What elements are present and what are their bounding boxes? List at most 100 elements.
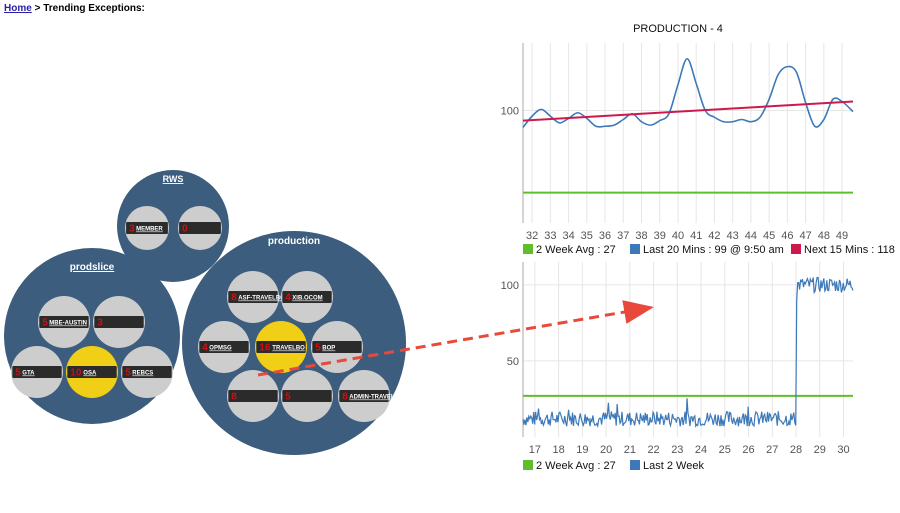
app-name[interactable]: MBE-AUSTIN xyxy=(49,321,87,327)
app-exception-count: 4 xyxy=(285,293,291,304)
x-tick-label: 40 xyxy=(672,230,684,242)
x-tick-label: 35 xyxy=(581,230,593,242)
app-bubble[interactable]: 5 REBCS xyxy=(121,346,173,398)
x-tick-label: 24 xyxy=(695,444,707,456)
app-name[interactable]: XIB.OCOM xyxy=(292,296,322,302)
legend-entry: Last 2 Week xyxy=(643,460,704,472)
x-tick-label: 27 xyxy=(766,444,778,456)
app-exception-count: 10 xyxy=(70,368,82,379)
app-bubble[interactable]: 16 TRAVELBO xyxy=(255,321,307,373)
x-tick-label: 45 xyxy=(763,230,775,242)
x-tick-label: 22 xyxy=(647,444,659,456)
app-name[interactable]: OPMSG xyxy=(209,346,232,352)
app-exception-count: 3 xyxy=(97,318,103,329)
x-tick-label: 37 xyxy=(617,230,629,242)
chart-title: PRODUCTION - 4 xyxy=(633,23,723,35)
app-label-box xyxy=(94,316,144,328)
legend-swatch xyxy=(523,244,533,254)
app-bubble[interactable]: 5 BOP xyxy=(311,321,363,373)
x-tick-label: 19 xyxy=(576,444,588,456)
app-name[interactable]: BOP xyxy=(322,346,335,352)
app-bubble[interactable]: 5 xyxy=(281,370,333,422)
legend-entry: 2 Week Avg : 27 xyxy=(536,244,616,256)
x-tick-label: 32 xyxy=(526,230,538,242)
app-name[interactable]: ASF-TRAVELBOBT xyxy=(238,296,293,302)
app-bubble[interactable]: 5 GTA xyxy=(11,346,63,398)
app-bubble[interactable]: 4 OPMSG xyxy=(198,321,250,373)
app-label-box xyxy=(122,366,172,378)
app-name[interactable]: GTA xyxy=(22,371,35,377)
app-bubble[interactable]: 8 ASF-TRAVELBOBT xyxy=(227,271,293,323)
app-bubble[interactable]: 3 xyxy=(93,296,145,348)
app-exception-count: 5 xyxy=(285,392,291,403)
breadcrumb: Home > Trending Exceptions: xyxy=(4,3,145,14)
app-bubble[interactable]: 4 XIB.OCOM xyxy=(281,271,333,323)
app-exception-count: 8 xyxy=(231,293,237,304)
legend-entry: Last 20 Mins : 99 @ 9:50 am xyxy=(643,244,784,256)
app-label-box xyxy=(312,341,362,353)
x-tick-label: 28 xyxy=(790,444,802,456)
app-exception-count: 8 xyxy=(231,392,237,403)
x-tick-label: 41 xyxy=(690,230,702,242)
x-tick-label: 39 xyxy=(654,230,666,242)
x-tick-label: 21 xyxy=(624,444,636,456)
x-tick-label: 42 xyxy=(708,230,720,242)
breadcrumb-home-link[interactable]: Home xyxy=(4,3,32,14)
x-tick-label: 33 xyxy=(544,230,556,242)
app-label-box xyxy=(39,316,89,328)
x-tick-label: 23 xyxy=(671,444,683,456)
cluster-title: production xyxy=(268,236,320,247)
legend-swatch xyxy=(630,460,640,470)
legend-swatch xyxy=(630,244,640,254)
last-20-mins-line xyxy=(522,57,854,128)
y-tick-label: 100 xyxy=(501,106,519,118)
app-bubble[interactable]: 3 MEMBER xyxy=(125,206,169,250)
app-name[interactable]: TRAVELBO xyxy=(272,346,305,352)
legend-swatch xyxy=(791,244,801,254)
cluster-circle xyxy=(117,170,229,282)
x-tick-label: 25 xyxy=(719,444,731,456)
app-bubble[interactable]: 0 xyxy=(178,206,222,250)
app-label-box xyxy=(12,366,62,378)
y-tick-label: 50 xyxy=(507,356,519,368)
x-tick-label: 17 xyxy=(529,444,541,456)
legend-entry: 2 Week Avg : 27 xyxy=(536,460,616,472)
app-bubble[interactable]: 10 OSA xyxy=(66,346,118,398)
legend-entry: Next 15 Mins : 118 xyxy=(804,244,895,256)
app-label-box xyxy=(256,341,306,353)
page-title: Trending Exceptions: xyxy=(43,3,145,14)
legend-swatch xyxy=(523,460,533,470)
app-label-box xyxy=(282,291,332,303)
app-exception-count: 4 xyxy=(202,343,208,354)
app-label-box xyxy=(67,366,117,378)
breadcrumb-separator: > xyxy=(31,3,44,14)
app-label-box xyxy=(339,390,389,402)
app-exception-count: 5 xyxy=(125,368,131,379)
forecast-line xyxy=(522,100,854,122)
app-label-box xyxy=(199,341,249,353)
app-label-box xyxy=(179,222,221,234)
app-name[interactable]: REBCS xyxy=(132,371,153,377)
x-tick-label: 47 xyxy=(799,230,811,242)
app-bubble[interactable]: 5 MBE-AUSTIN xyxy=(38,296,90,348)
app-exception-count: 16 xyxy=(259,343,271,354)
app-exception-count: 5 xyxy=(42,318,48,329)
x-tick-label: 30 xyxy=(837,444,849,456)
app-exception-count: 5 xyxy=(315,343,321,354)
app-label-box xyxy=(228,390,278,402)
app-name[interactable]: MEMBER xyxy=(136,227,163,233)
app-exception-count: 0 xyxy=(182,224,188,235)
app-name[interactable]: ADMIN-TRAVELBOBT xyxy=(349,395,412,401)
x-tick-label: 29 xyxy=(814,444,826,456)
app-bubble[interactable]: 8 ADMIN-TRAVELBOBT xyxy=(338,370,412,422)
app-exception-count: 8 xyxy=(342,392,348,403)
app-exception-count: 3 xyxy=(129,224,135,235)
cluster-title: prodslice xyxy=(70,262,115,273)
app-bubble[interactable]: 8 xyxy=(227,370,279,422)
drilldown-arrow xyxy=(257,300,654,377)
x-tick-label: 34 xyxy=(562,230,574,242)
app-name[interactable]: OSA xyxy=(83,371,97,377)
